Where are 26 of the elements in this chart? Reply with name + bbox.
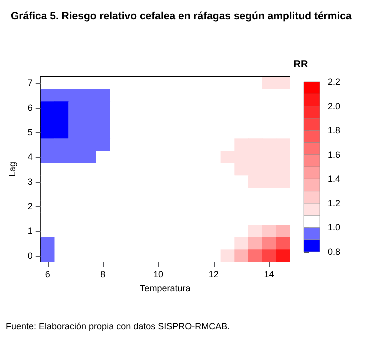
chart-title: Gráfica 5. Riesgo relativo cefalea en ráfagas según amplitud térmica [11,10,352,22]
color-bar-label: 1.4 [328,174,341,184]
y-tick-label: 6 [28,102,33,113]
y-tick-label: 1 [28,226,33,236]
x-tick-label: 12 [208,270,219,280]
color-bar-label: 2.2 [328,77,341,87]
y-tick-label: 0 [28,250,33,261]
x-tick-label: 10 [154,270,164,280]
color-bar-title: RR [294,60,309,70]
color-bar-label: 1.8 [328,126,341,136]
y-tick-label: 3 [28,176,33,187]
color-bar-label: 1.2 [328,198,341,208]
x-axis-title: Temperatura [140,284,191,294]
x-tick-label: 8 [100,270,106,280]
x-tick-label: 14 [264,270,274,280]
color-bar-label: 1.0 [328,222,341,233]
x-tick-label: 6 [45,270,50,280]
source-note: Fuente: Elaboración propia con datos SISPRO-RMCAB. [6,322,230,332]
y-tick-label: 2 [28,202,33,212]
color-bar-label: 1.6 [328,150,341,160]
y-tick-label: 4 [28,152,33,162]
color-bar-label: 2.0 [328,101,341,112]
color-bar-label: 0.8 [328,247,341,257]
y-tick-label: 7 [28,78,33,88]
y-tick-label: 5 [28,128,33,138]
y-axis-title: Lag [8,162,18,178]
